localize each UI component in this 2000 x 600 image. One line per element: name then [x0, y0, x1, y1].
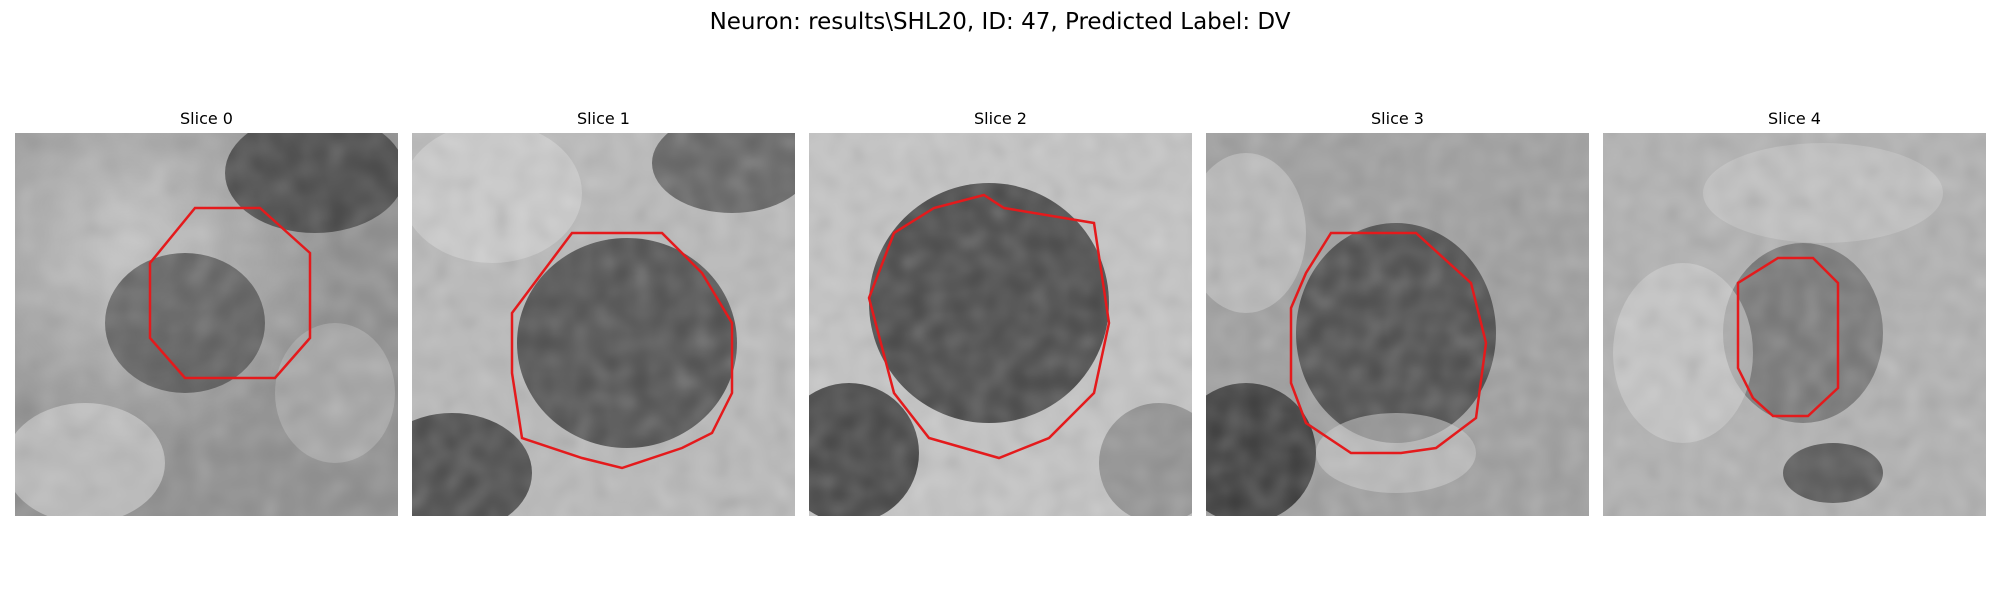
slice-image-0	[15, 133, 398, 516]
slice-panel-3: Slice 3	[1206, 108, 1589, 516]
slice-panel-4: Slice 4	[1603, 108, 1986, 516]
slice-title: Slice 4	[1768, 109, 1821, 128]
slice-title: Slice 1	[577, 109, 630, 128]
slice-title: Slice 3	[1371, 109, 1424, 128]
slice-title: Slice 2	[974, 109, 1027, 128]
figure-title: Neuron: results\SHL20, ID: 47, Predicted…	[709, 9, 1291, 35]
contour-1	[510, 231, 734, 470]
contour-4	[1736, 256, 1840, 418]
slice-panel-2: Slice 2	[809, 108, 1192, 516]
slice-panel-1: Slice 1	[412, 108, 795, 516]
slice-image-4	[1603, 133, 1986, 516]
slice-image-3	[1206, 133, 1589, 516]
slice-title: Slice 0	[180, 109, 233, 128]
slice-panel-0: Slice 0	[15, 108, 398, 516]
slice-image-1	[412, 133, 795, 516]
contour-2	[867, 193, 1111, 460]
contour-3	[1289, 231, 1488, 455]
contour-0	[148, 206, 312, 380]
slice-image-2	[809, 133, 1192, 516]
